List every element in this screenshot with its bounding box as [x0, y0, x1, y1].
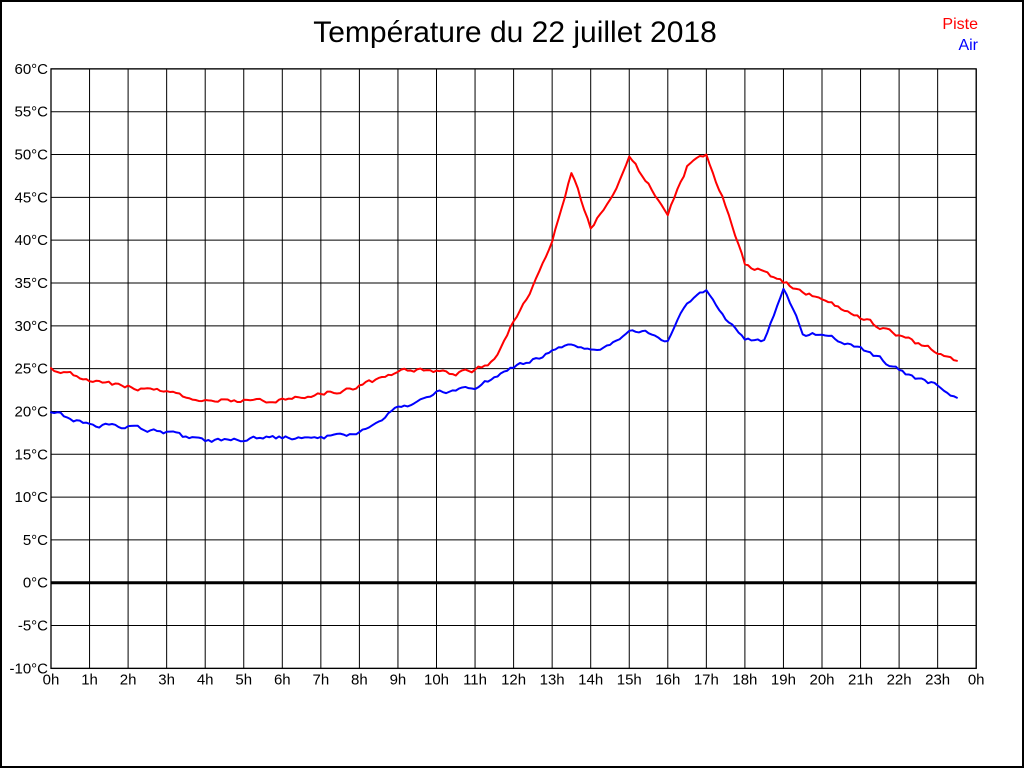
svg-text:21h: 21h [848, 671, 873, 688]
svg-text:9h: 9h [390, 671, 407, 688]
svg-text:Température du 22 juillet 2018: Température du 22 juillet 2018 [313, 16, 717, 49]
svg-text:22h: 22h [887, 671, 912, 688]
svg-text:12h: 12h [501, 671, 526, 688]
svg-text:18h: 18h [732, 671, 757, 688]
svg-text:-5°C: -5°C [18, 618, 48, 635]
svg-text:25°C: 25°C [14, 361, 48, 378]
svg-text:10°C: 10°C [14, 489, 48, 506]
svg-text:35°C: 35°C [14, 275, 48, 292]
svg-text:1h: 1h [81, 671, 98, 688]
svg-text:13h: 13h [540, 671, 565, 688]
svg-text:0h: 0h [43, 671, 60, 688]
svg-text:6h: 6h [274, 671, 291, 688]
svg-text:4h: 4h [197, 671, 214, 688]
svg-text:15°C: 15°C [14, 446, 48, 463]
svg-text:Air: Air [958, 37, 978, 54]
svg-text:16h: 16h [655, 671, 680, 688]
svg-text:Piste: Piste [942, 16, 978, 33]
svg-text:10h: 10h [424, 671, 449, 688]
svg-text:8h: 8h [351, 671, 368, 688]
svg-text:55°C: 55°C [14, 104, 48, 121]
svg-text:3h: 3h [158, 671, 175, 688]
svg-text:14h: 14h [578, 671, 603, 688]
svg-text:7h: 7h [313, 671, 330, 688]
svg-text:5°C: 5°C [23, 532, 48, 549]
svg-text:50°C: 50°C [14, 147, 48, 164]
svg-text:17h: 17h [694, 671, 719, 688]
svg-text:23h: 23h [925, 671, 950, 688]
svg-text:11h: 11h [463, 671, 487, 688]
svg-text:60°C: 60°C [14, 61, 48, 78]
svg-text:40°C: 40°C [14, 232, 48, 249]
svg-text:20°C: 20°C [14, 403, 48, 420]
svg-text:5h: 5h [235, 671, 252, 688]
svg-text:19h: 19h [771, 671, 796, 688]
svg-text:20h: 20h [809, 671, 834, 688]
svg-text:2h: 2h [120, 671, 137, 688]
svg-text:30°C: 30°C [14, 318, 48, 335]
svg-text:45°C: 45°C [14, 189, 48, 206]
svg-text:15h: 15h [617, 671, 642, 688]
svg-text:0h: 0h [968, 671, 985, 688]
svg-text:0°C: 0°C [23, 575, 48, 592]
